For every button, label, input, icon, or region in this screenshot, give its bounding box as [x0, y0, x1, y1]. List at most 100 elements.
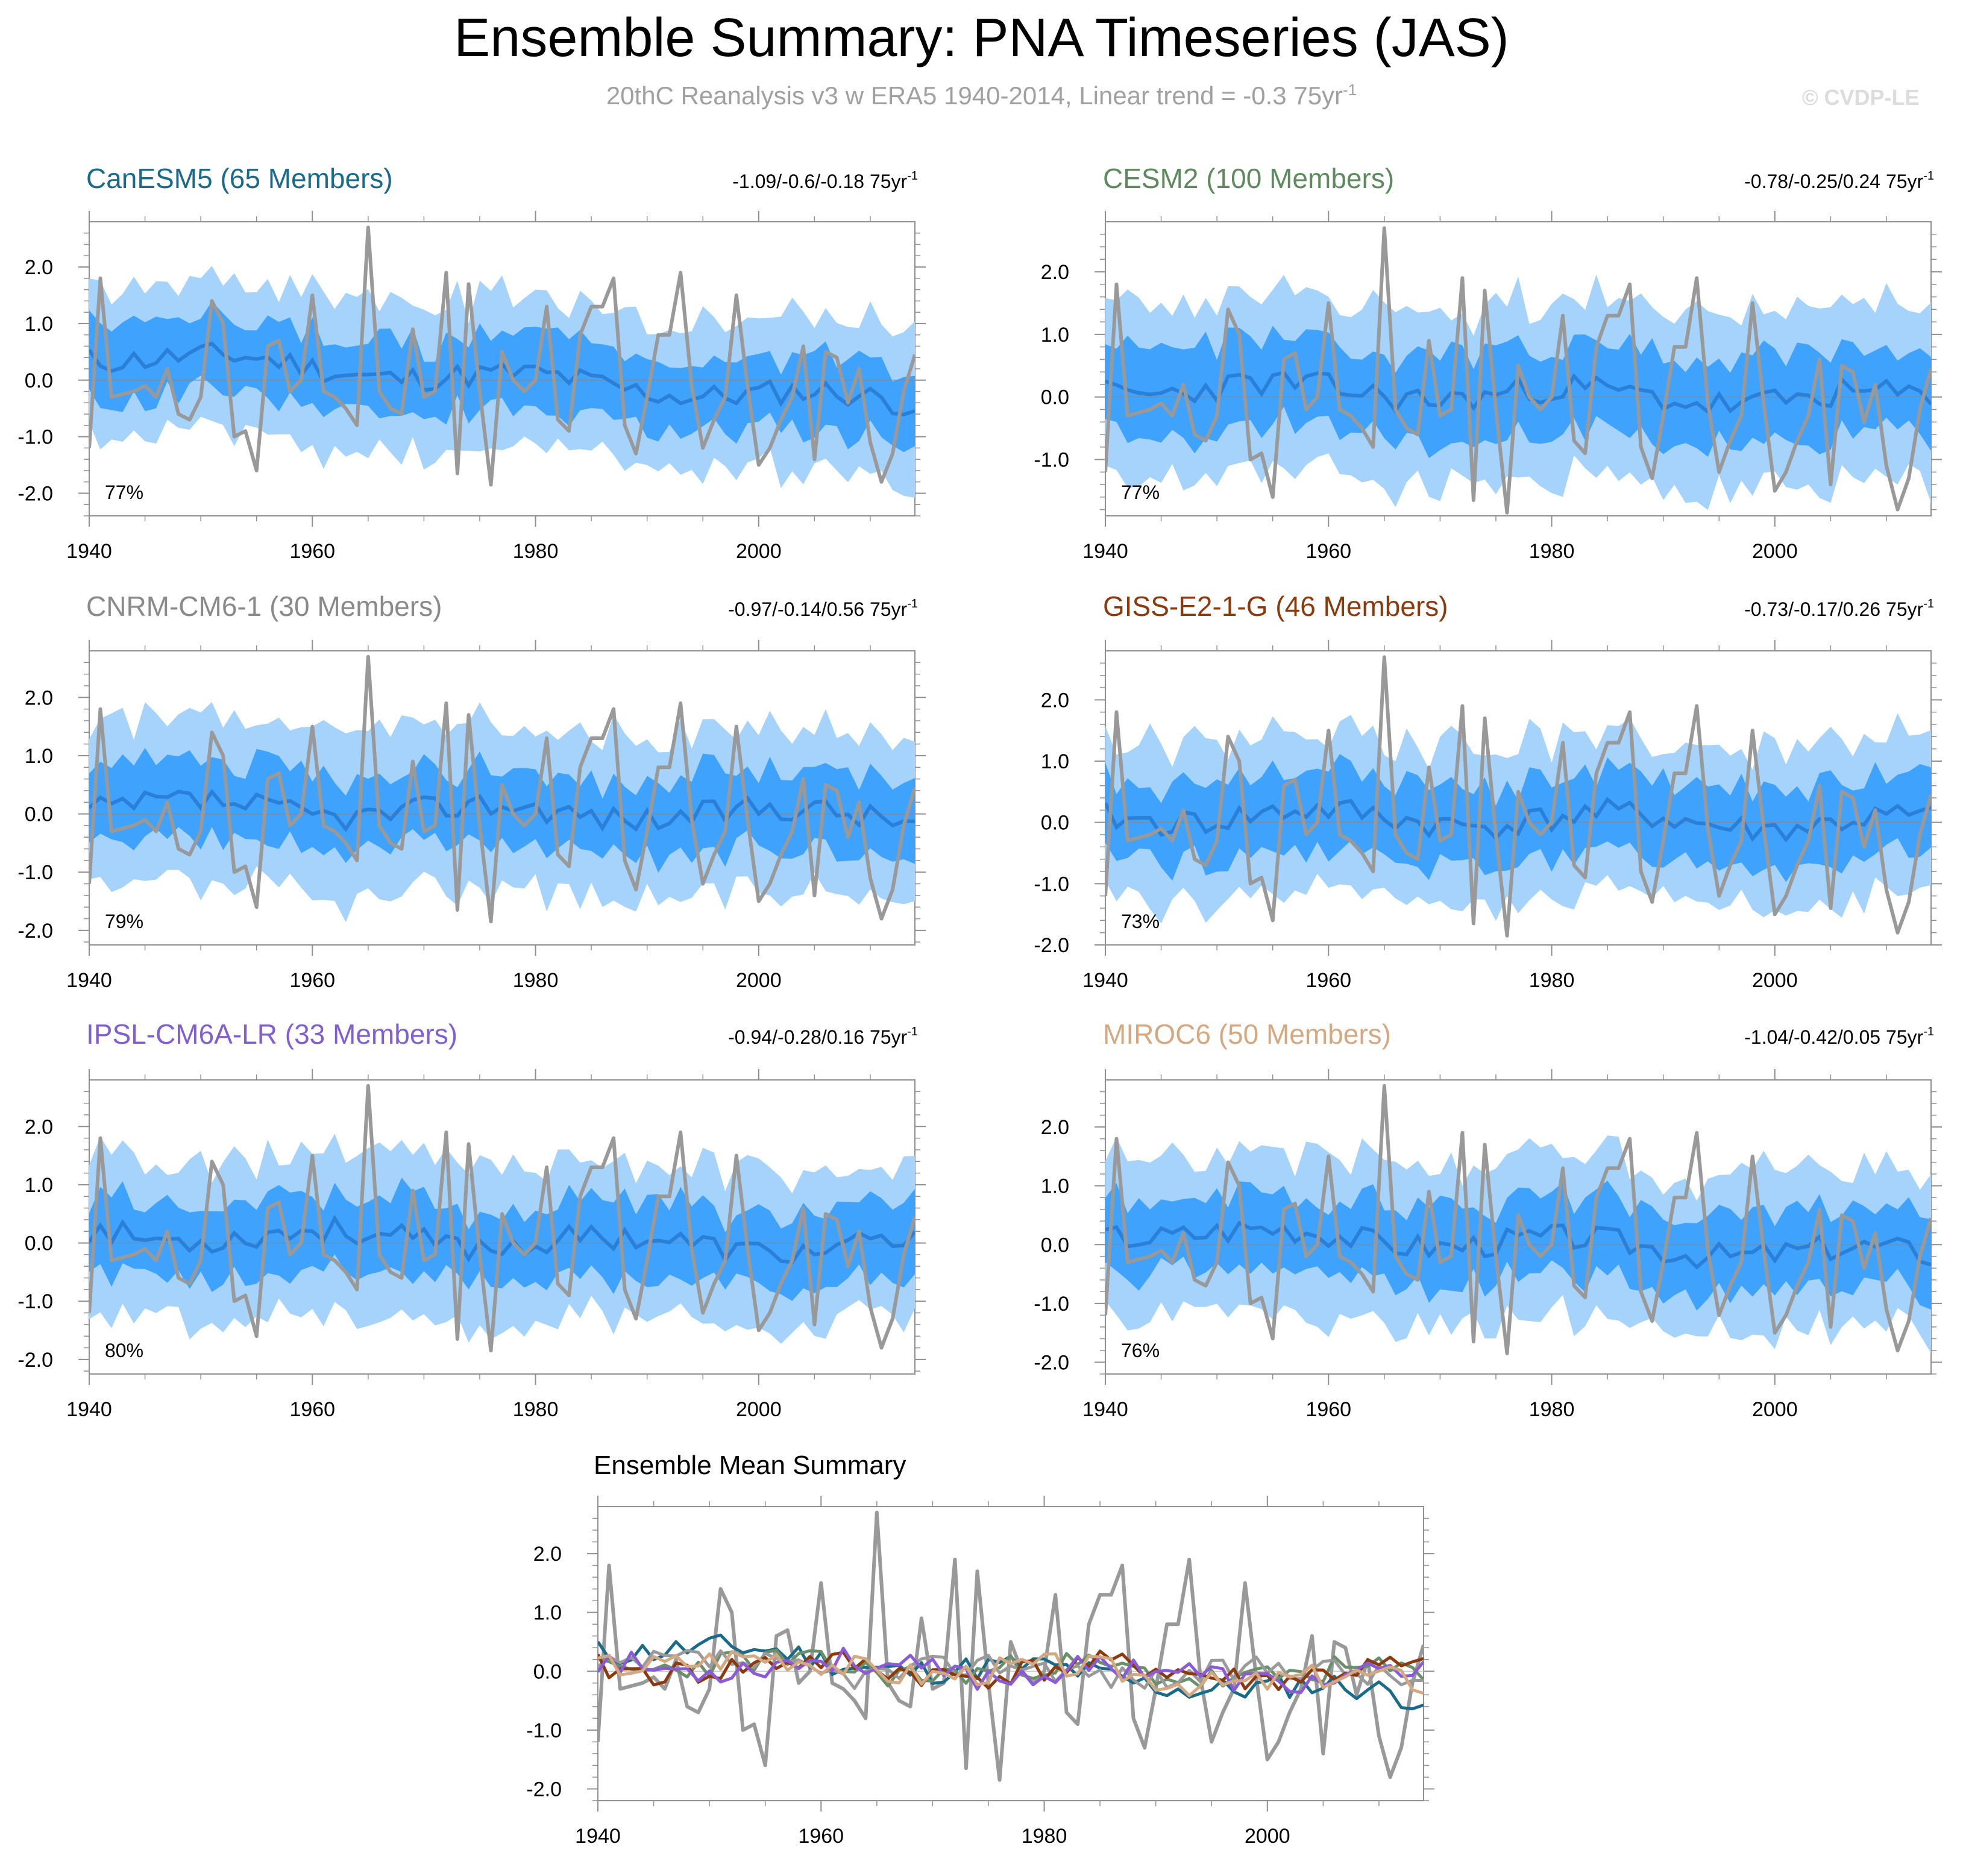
observed-line — [1105, 655, 1931, 938]
y-tick-label: -1.0 — [526, 1719, 562, 1742]
percent-label: 73% — [1121, 911, 1160, 932]
x-tick-label: 2000 — [1752, 969, 1798, 992]
x-tick-label: 2000 — [1752, 540, 1798, 563]
y-tick-label: 0.0 — [533, 1660, 562, 1683]
y-tick-label: 2.0 — [1041, 1116, 1069, 1139]
y-tick-label: -1.0 — [17, 861, 53, 884]
trend-range-label: -1.04/-0.42/0.05 75yr-1 — [1744, 1025, 1934, 1048]
y-tick-label: 1.0 — [1041, 1175, 1069, 1198]
chart-title: CanESM5 (65 Members) — [86, 163, 393, 194]
x-tick-label: 1960 — [1305, 1398, 1351, 1421]
percent-label: 79% — [105, 911, 143, 932]
chart-title: CNRM-CM6-1 (30 Members) — [86, 591, 442, 622]
chart-panel-6: MIROC6 (50 Members) -1.04/-0.42/0.05 75yr… — [1034, 1018, 1942, 1421]
x-tick-label: 2000 — [736, 1398, 782, 1421]
x-tick-label: 1960 — [1305, 969, 1351, 992]
y-tick-label: -2.0 — [526, 1778, 562, 1801]
x-tick-label: 2000 — [1245, 1825, 1290, 1848]
y-tick-label: 0.0 — [1041, 386, 1069, 409]
x-tick-label: 2000 — [736, 969, 782, 992]
chart-title: MIROC6 (50 Members) — [1103, 1018, 1391, 1050]
y-tick-label: 1.0 — [25, 1174, 53, 1197]
chart-panel-3: CNRM-CM6-1 (30 Members) -0.97/-0.14/0.56 … — [17, 591, 926, 992]
x-tick-label: 1960 — [289, 1398, 335, 1421]
trend-range-superscript: -1 — [1923, 597, 1934, 610]
inner-spread-band — [89, 748, 915, 873]
x-tick-label: 2000 — [736, 540, 782, 563]
x-tick-label: 1960 — [289, 969, 335, 992]
y-tick-label: -2.0 — [1034, 934, 1069, 957]
y-tick-label: -1.0 — [1034, 1293, 1069, 1316]
y-tick-label: 2.0 — [25, 256, 53, 279]
plot-area — [89, 1084, 915, 1353]
chart-title: IPSL-CM6A-LR (33 Members) — [86, 1018, 457, 1050]
y-tick-label: 0.0 — [1041, 1234, 1069, 1256]
x-tick-label: 1940 — [66, 969, 112, 992]
chart-title: GISS-E2-1-G (46 Members) — [1103, 591, 1448, 622]
x-tick-label: 1960 — [798, 1825, 844, 1848]
y-tick-label: 0.0 — [25, 369, 53, 392]
trend-range-superscript: -1 — [907, 1025, 918, 1038]
inner-spread-band — [89, 1178, 915, 1301]
x-tick-label: 1960 — [1305, 540, 1351, 563]
chart-title: Ensemble Mean Summary — [594, 1451, 906, 1480]
trend-range-label: -0.97/-0.14/0.56 75yr-1 — [728, 597, 918, 620]
observed-line — [89, 1084, 915, 1353]
inner-spread-band — [1105, 1181, 1931, 1311]
y-tick-label: 2.0 — [25, 1115, 53, 1138]
subtitle-superscript: -1 — [1343, 81, 1357, 99]
y-tick-label: 0.0 — [25, 1232, 53, 1255]
trend-range-superscript: -1 — [1923, 169, 1934, 183]
inner-spread-band — [89, 301, 915, 453]
inner-spread-band — [1105, 325, 1931, 459]
x-tick-label: 1940 — [575, 1825, 621, 1848]
plot-area — [1105, 1084, 1931, 1355]
x-tick-label: 1940 — [1082, 1398, 1128, 1421]
y-tick-label: -1.0 — [1034, 449, 1069, 472]
y-tick-label: 0.0 — [1041, 812, 1069, 835]
y-tick-label: 1.0 — [533, 1602, 562, 1625]
plot-area — [89, 654, 915, 924]
series-line-miroc6 — [598, 1650, 1424, 1698]
credit-watermark: © CVDP-LE — [1802, 85, 1920, 110]
y-tick-label: -2.0 — [17, 482, 53, 505]
x-tick-label: 2000 — [1752, 1398, 1798, 1421]
percent-label: 77% — [1121, 482, 1160, 503]
y-tick-label: -1.0 — [17, 426, 53, 449]
plot-area — [1105, 226, 1931, 515]
chart-panel-7: Ensemble Mean Summary 2.0 1.0 0.0 -1.0 -2.0 19… — [526, 1451, 1434, 1848]
trend-range-superscript: -1 — [907, 597, 918, 610]
plot-area — [1105, 655, 1931, 938]
x-tick-label: 1980 — [1529, 969, 1575, 992]
ensemble-mean-line — [89, 1214, 915, 1264]
chart-title: CESM2 (100 Members) — [1103, 163, 1394, 194]
chart-panel-5: IPSL-CM6A-LR (33 Members) -0.94/-0.28/0.1… — [17, 1018, 926, 1421]
y-tick-label: -2.0 — [1034, 1351, 1069, 1374]
inner-spread-band — [1105, 754, 1931, 882]
y-tick-label: 2.0 — [25, 686, 53, 709]
x-tick-label: 1940 — [1082, 969, 1128, 992]
y-tick-label: -2.0 — [17, 1349, 53, 1372]
percent-label: 76% — [1121, 1340, 1160, 1361]
x-tick-label: 1960 — [289, 540, 335, 563]
subtitle-text: 20thC Reanalysis v3 w ERA5 1940-2014, Li… — [606, 81, 1343, 110]
y-tick-label: -2.0 — [17, 920, 53, 943]
trend-range-label: -0.94/-0.28/0.16 75yr-1 — [728, 1025, 918, 1048]
x-tick-label: 1980 — [1022, 1825, 1067, 1848]
page-subtitle: 20thC Reanalysis v3 w ERA5 1940-2014, Li… — [0, 81, 1963, 110]
x-tick-label: 1940 — [66, 1398, 112, 1421]
y-tick-label: 1.0 — [25, 745, 53, 768]
y-tick-label: -1.0 — [17, 1290, 53, 1313]
y-tick-label: 1.0 — [1041, 750, 1069, 773]
chart-panel-4: GISS-E2-1-G (46 Members) -0.73/-0.17/0.26… — [1034, 591, 1942, 992]
x-tick-label: 1940 — [1082, 540, 1128, 563]
trend-range-superscript: -1 — [1923, 1025, 1934, 1038]
observed-line — [1105, 226, 1931, 515]
y-tick-label: 1.0 — [25, 313, 53, 336]
y-tick-label: 0.0 — [25, 803, 53, 826]
y-tick-label: 2.0 — [1041, 689, 1069, 712]
x-tick-label: 1980 — [513, 540, 559, 563]
trend-range-label: -0.78/-0.25/0.24 75yr-1 — [1744, 169, 1934, 192]
percent-label: 80% — [105, 1340, 143, 1361]
